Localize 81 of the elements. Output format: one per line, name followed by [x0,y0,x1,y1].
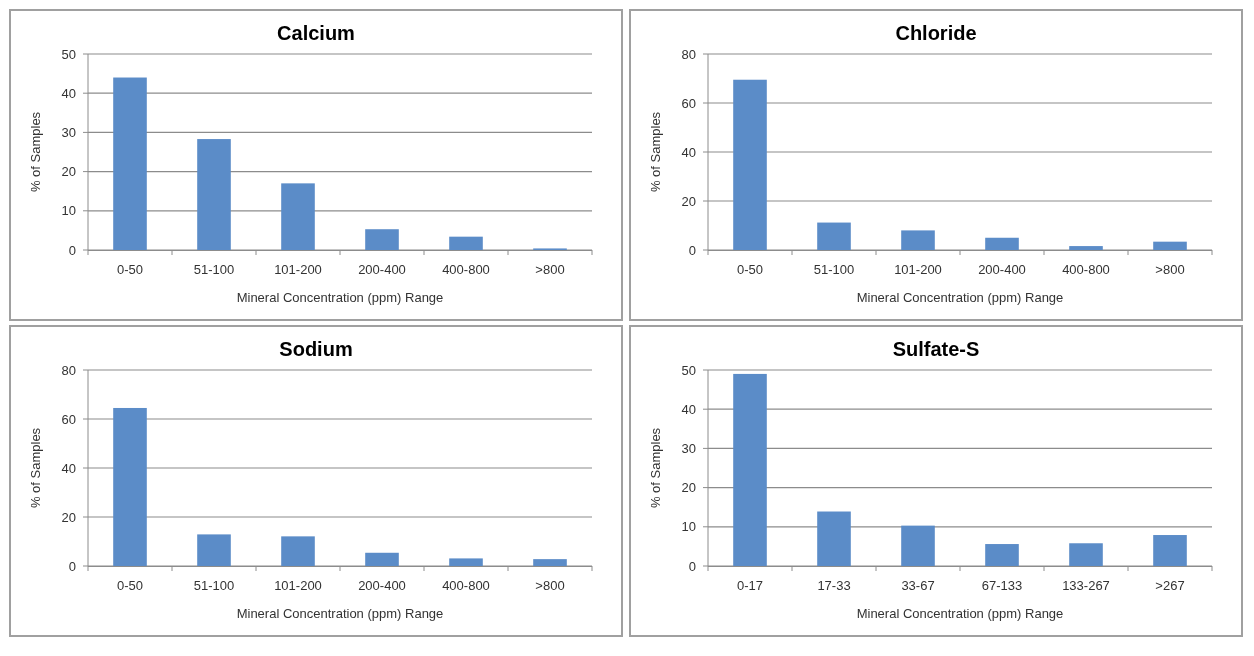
y-tick-label: 30 [61,124,76,140]
bar [733,79,767,250]
bar [901,230,935,250]
chart-title: Sulfate-S [892,338,980,360]
y-tick-label: 10 [681,519,696,535]
bar [817,222,851,250]
x-tick-label: >800 [1155,262,1185,277]
bar [817,511,851,566]
x-tick-label: 67-133 [981,578,1023,593]
y-tick-label: 40 [681,401,696,417]
x-tick-label: 400-800 [1062,262,1110,277]
y-tick-label: 50 [61,46,76,62]
y-tick-label: 0 [68,558,76,574]
y-tick-label: 40 [61,460,76,476]
x-axis-title: Mineral Concentration (ppm) Range [236,606,444,621]
bar [365,229,399,250]
y-tick-label: 60 [61,411,76,427]
x-axis-title: Mineral Concentration (ppm) Range [856,606,1064,621]
y-tick-label: 80 [61,362,76,378]
y-tick-label: 30 [681,440,696,456]
chart-title: Chloride [895,22,977,44]
x-tick-label: >800 [535,578,565,593]
chart-title: Calcium [277,22,355,44]
bar [449,236,483,250]
bar [533,559,567,566]
y-tick-label: 20 [681,480,696,496]
y-tick-label: 20 [61,164,76,180]
y-tick-label: 50 [681,362,696,378]
y-tick-label: 0 [688,242,696,258]
y-tick-label: 60 [681,95,696,111]
x-tick-label: 101-200 [274,262,322,277]
y-tick-label: 40 [681,144,696,160]
y-tick-label: 20 [61,509,76,525]
x-tick-label: 51-100 [813,262,855,277]
bar [1069,246,1103,250]
chart-title: Sodium [279,338,353,360]
bar [1069,543,1103,566]
y-tick-label: 10 [61,203,76,219]
bar [985,544,1019,566]
y-axis-title: % of Samples [28,427,43,509]
x-tick-label: 400-800 [442,262,490,277]
bar [1153,535,1187,566]
bar [985,237,1019,250]
y-axis-title: % of Samples [648,427,663,509]
bar [197,139,231,250]
bar [365,552,399,566]
bar [197,534,231,566]
y-tick-label: 80 [681,46,696,62]
x-tick-label: 400-800 [442,578,490,593]
x-axis-title: Mineral Concentration (ppm) Range [236,290,444,305]
bar [113,77,147,250]
x-tick-label: 0-50 [116,578,144,593]
bar [281,183,315,250]
x-tick-label: 17-33 [817,578,851,593]
bar [733,373,767,566]
y-tick-label: 0 [68,242,76,258]
x-tick-label: 200-400 [978,262,1026,277]
x-tick-label: 101-200 [894,262,942,277]
x-tick-label: 51-100 [193,262,235,277]
y-tick-label: 0 [688,558,696,574]
bar [281,536,315,566]
x-tick-label: >800 [535,262,565,277]
x-tick-label: 200-400 [358,578,406,593]
x-tick-label: 200-400 [358,262,406,277]
y-tick-label: 40 [61,85,76,101]
x-tick-label: 0-17 [736,578,764,593]
y-tick-label: 20 [681,193,696,209]
x-tick-label: 51-100 [193,578,235,593]
x-axis-title: Mineral Concentration (ppm) Range [856,290,1064,305]
y-axis-title: % of Samples [28,111,43,193]
x-tick-label: 101-200 [274,578,322,593]
x-tick-label: 0-50 [736,262,764,277]
x-tick-label: >267 [1155,578,1185,593]
y-axis-title: % of Samples [648,111,663,193]
x-tick-label: 0-50 [116,262,144,277]
bar [901,525,935,566]
x-tick-label: 33-67 [901,578,935,593]
bar [449,558,483,566]
bar [113,407,147,566]
x-tick-label: 133-267 [1062,578,1110,593]
bar [1153,241,1187,250]
